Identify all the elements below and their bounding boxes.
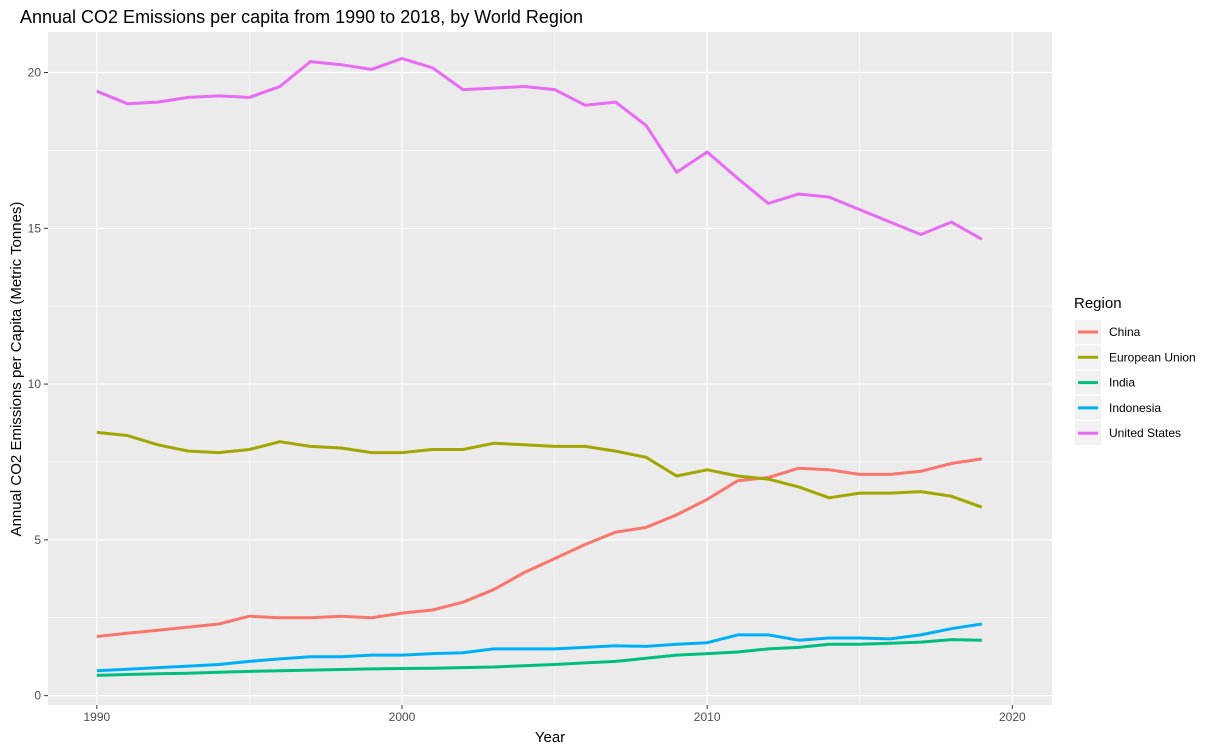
legend-title: Region: [1074, 295, 1122, 312]
y-tick-label: 10: [28, 377, 42, 391]
x-tick-label: 1990: [83, 710, 110, 724]
x-tick-label: 2010: [694, 710, 721, 724]
legend-label-united-states: United States: [1109, 426, 1181, 440]
series-lines: [96, 57, 983, 677]
series-line-united-states: [96, 57, 983, 241]
axis-ticks: 1990 2000 2010 2020 0 5 10 15 20: [28, 66, 1026, 724]
series-line-european-union: [96, 430, 983, 509]
legend: Region China European Union India Indonesia…: [1074, 295, 1196, 446]
x-tick-label: 2020: [999, 710, 1026, 724]
minor-gridlines: [48, 32, 1052, 705]
legend-items: China European Union India Indonesia United …: [1075, 320, 1196, 446]
series-line-china: [96, 457, 983, 638]
series-line-indonesia: [96, 622, 983, 673]
chart-title: Annual CO2 Emissions per capita from 199…: [20, 7, 583, 27]
y-axis-title: Annual CO2 Emissions per Capita (Metric …: [8, 202, 25, 537]
legend-label-india: India: [1109, 376, 1135, 390]
x-tick-label: 2000: [389, 710, 416, 724]
y-tick-label: 0: [34, 689, 41, 703]
y-tick-label: 20: [28, 66, 42, 80]
legend-label-european-union: European Union: [1109, 350, 1196, 364]
y-tick-label: 15: [28, 221, 42, 235]
x-axis-title: Year: [535, 729, 565, 746]
series-line-india: [96, 638, 982, 677]
major-gridlines: [48, 32, 1052, 705]
plot-panel: [48, 32, 1052, 705]
legend-label-indonesia: Indonesia: [1109, 401, 1161, 415]
legend-label-china: China: [1109, 325, 1141, 339]
y-tick-label: 5: [34, 533, 41, 547]
